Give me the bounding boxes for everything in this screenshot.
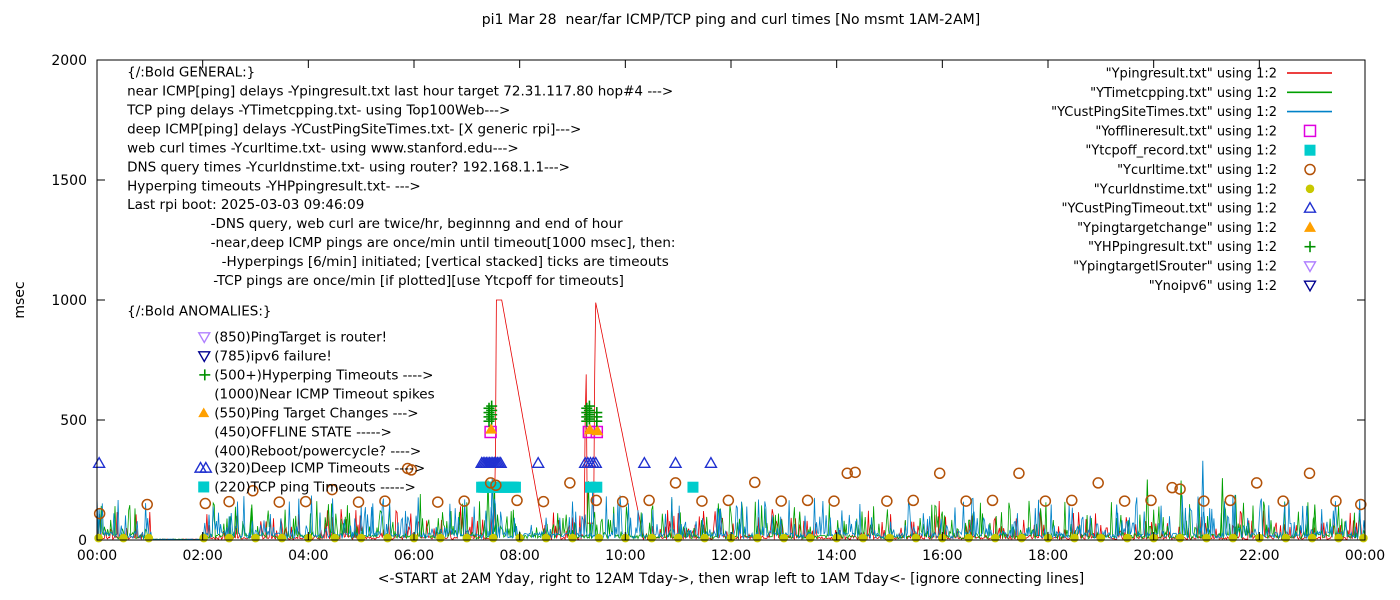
annotation: -DNS query, web curl are twice/hr, begin… [211, 216, 624, 232]
annotation: (400)Reboot/powercycle? ----> [214, 443, 421, 459]
annotation-text: (850)PingTarget is router! [214, 329, 387, 345]
y-tick-label: 1500 [51, 173, 87, 189]
legend-label: "Yofflineresult.txt" using 1:2 [1095, 124, 1277, 139]
annotation-text: Last rpi boot: 2025-03-03 09:46:09 [127, 197, 364, 213]
annotation-text: (220)TCP ping Timeouts -----> [214, 479, 415, 495]
annotation: near ICMP[ping] delays -Ypingresult.txt … [127, 83, 673, 99]
annotation-text: (320)Deep ICMP Timeouts ----> [214, 461, 425, 477]
annotation-text: (1000)Near ICMP Timeout spikes [214, 387, 434, 403]
y-tick-label: 2000 [51, 53, 87, 69]
annotation-text: -near,deep ICMP pings are once/min until… [211, 235, 676, 251]
legend-item-YHPpingresult: "YHPpingresult.txt" using 1:2 [1088, 240, 1316, 255]
series-Ycurltime [93, 462, 1367, 520]
annotation-text: deep ICMP[ping] delays -YCustPingSiteTim… [127, 121, 581, 137]
series-Ytcpoff_record [476, 481, 699, 493]
annotation-text: web curl times -Ycurltime.txt- using www… [127, 140, 519, 156]
legend-label: "YCustPingTimeout.txt" using 1:2 [1062, 202, 1277, 217]
legend-label: "Ycurldnstime.txt" using 1:2 [1094, 182, 1277, 197]
series-Ypingtargetchange [485, 423, 604, 436]
x-tick-label: 06:00 [394, 548, 434, 564]
legend-label: "Ypingtargetchange" using 1:2 [1077, 221, 1277, 236]
annotation-text: -Hyperpings [6/min] initiated; [vertical… [222, 254, 669, 270]
annotation: {/:Bold GENERAL:} [127, 65, 255, 81]
annotation: (785)ipv6 failure! [197, 348, 332, 364]
legend-item-YpingtargetISrouter: "YpingtargetISrouter" using 1:2 [1073, 260, 1317, 275]
y-tick-label: 500 [60, 413, 87, 429]
annotations: {/:Bold GENERAL:} near ICMP[ping] delays … [126, 65, 675, 496]
x-tick-label: 00:00 [1345, 548, 1385, 564]
legend-item-Ynoipv6: "Ynoipv6" using 1:2 [1149, 279, 1317, 294]
x-tick-label: 10:00 [605, 548, 645, 564]
annotation-text: (500+)Hyperping Timeouts ----> [214, 367, 433, 383]
annotation: -TCP pings are once/min [if plotted][use… [213, 273, 624, 289]
legend-label: "YCustPingSiteTimes.txt" using 1:2 [1051, 105, 1277, 120]
x-tick-label: 12:00 [711, 548, 751, 564]
x-axis-label: <-START at 2AM Yday, right to 12AM Tday-… [377, 571, 1085, 587]
legend-item-Ycurltime: "Ycurltime.txt" using 1:2 [1117, 163, 1316, 178]
x-tick-label: 02:00 [182, 548, 222, 564]
annotation-text: -TCP pings are once/min [if plotted][use… [213, 273, 624, 289]
legend-item-Yofflineresult: "Yofflineresult.txt" using 1:2 [1095, 124, 1317, 139]
x-tick-label: 00:00 [77, 548, 117, 564]
annotation: -near,deep ICMP pings are once/min until… [211, 235, 676, 251]
legend-label: "YpingtargetISrouter" using 1:2 [1073, 260, 1277, 275]
annotation-text: (400)Reboot/powercycle? ----> [214, 443, 421, 459]
x-tick-label: 20:00 [1133, 548, 1173, 564]
legend-item-Ypingtargetchange: "Ypingtargetchange" using 1:2 [1077, 221, 1316, 236]
legend-label: "Ypingresult.txt" using 1:2 [1106, 67, 1277, 82]
annotation-text: (785)ipv6 failure! [214, 348, 332, 364]
legend-item-Ytcpoff_record: "Ytcpoff_record.txt" using 1:2 [1085, 144, 1316, 159]
x-tick-label: 16:00 [922, 548, 962, 564]
legend-item-Ycurldnstime: "Ycurldnstime.txt" using 1:2 [1094, 182, 1315, 197]
annotation: DNS query times -Ycurldnstime.txt- using… [127, 159, 570, 175]
x-tick-label: 08:00 [499, 548, 539, 564]
annotation: (450)OFFLINE STATE -----> [214, 425, 392, 441]
legend: "Ypingresult.txt" using 1:2 "YTimetcpping… [1051, 67, 1332, 294]
annotation: (220)TCP ping Timeouts -----> [198, 479, 416, 495]
annotation: Last rpi boot: 2025-03-03 09:46:09 [127, 197, 364, 213]
annotation: web curl times -Ycurltime.txt- using www… [127, 140, 519, 156]
y-tick-label: 0 [78, 533, 87, 549]
annotation: deep ICMP[ping] delays -YCustPingSiteTim… [127, 121, 581, 137]
legend-label: "YHPpingresult.txt" using 1:2 [1088, 240, 1277, 255]
annotation-text: (450)OFFLINE STATE -----> [214, 425, 392, 441]
annotation-text: TCP ping delays -YTimetcpping.txt- using… [126, 102, 510, 118]
annotation: (320)Deep ICMP Timeouts ----> [193, 461, 425, 477]
legend-item-Ypingresult: "Ypingresult.txt" using 1:2 [1106, 67, 1332, 82]
legend-label: "Ynoipv6" using 1:2 [1149, 279, 1277, 294]
legend-item-YCustPingSiteTimes: "YCustPingSiteTimes.txt" using 1:2 [1051, 105, 1332, 120]
annotation: (850)PingTarget is router! [197, 329, 387, 345]
y-tick-label: 1000 [51, 293, 87, 309]
annotation-text: (550)Ping Target Changes ---> [214, 406, 418, 422]
legend-label: "Ycurltime.txt" using 1:2 [1117, 163, 1277, 178]
legend-item-YCustPingTimeout: "YCustPingTimeout.txt" using 1:2 [1062, 201, 1317, 217]
chart-title: pi1 Mar 28 near/far ICMP/TCP ping and cu… [481, 12, 981, 28]
annotation-text: DNS query times -Ycurldnstime.txt- using… [127, 159, 570, 175]
annotation-text: near ICMP[ping] delays -Ypingresult.txt … [127, 83, 673, 99]
x-tick-label: 22:00 [1239, 548, 1279, 564]
annotation-text: {/:Bold ANOMALIES:} [127, 303, 271, 319]
annotation: (1000)Near ICMP Timeout spikes [214, 387, 434, 403]
legend-item-YTimetcpping: "YTimetcpping.txt" using 1:2 [1090, 86, 1332, 101]
annotation-text: Hyperping timeouts -YHPpingresult.txt- -… [127, 178, 421, 194]
axes: 00:00 02:00 04:00 06:00 08:00 10:00 12:00 14:00… [51, 53, 1385, 564]
annotation: TCP ping delays -YTimetcpping.txt- using… [126, 102, 510, 118]
annotation: Hyperping timeouts -YHPpingresult.txt- -… [127, 178, 421, 194]
x-tick-label: 18:00 [1028, 548, 1068, 564]
x-tick-label: 04:00 [288, 548, 328, 564]
annotation-text: {/:Bold GENERAL:} [127, 65, 255, 81]
legend-label: "YTimetcpping.txt" using 1:2 [1090, 86, 1277, 101]
legend-label: "Ytcpoff_record.txt" using 1:2 [1085, 144, 1277, 159]
annotation: -Hyperpings [6/min] initiated; [vertical… [222, 254, 669, 270]
annotation: (550)Ping Target Changes ---> [198, 406, 419, 422]
annotation: {/:Bold ANOMALIES:} [127, 303, 271, 319]
annotation: (500+)Hyperping Timeouts ----> [199, 367, 433, 383]
annotation-text: -DNS query, web curl are twice/hr, begin… [211, 216, 624, 232]
series-YCustPingTimeout [92, 456, 718, 469]
series-YHPpingresult [483, 400, 603, 427]
x-tick-label: 14:00 [816, 548, 856, 564]
